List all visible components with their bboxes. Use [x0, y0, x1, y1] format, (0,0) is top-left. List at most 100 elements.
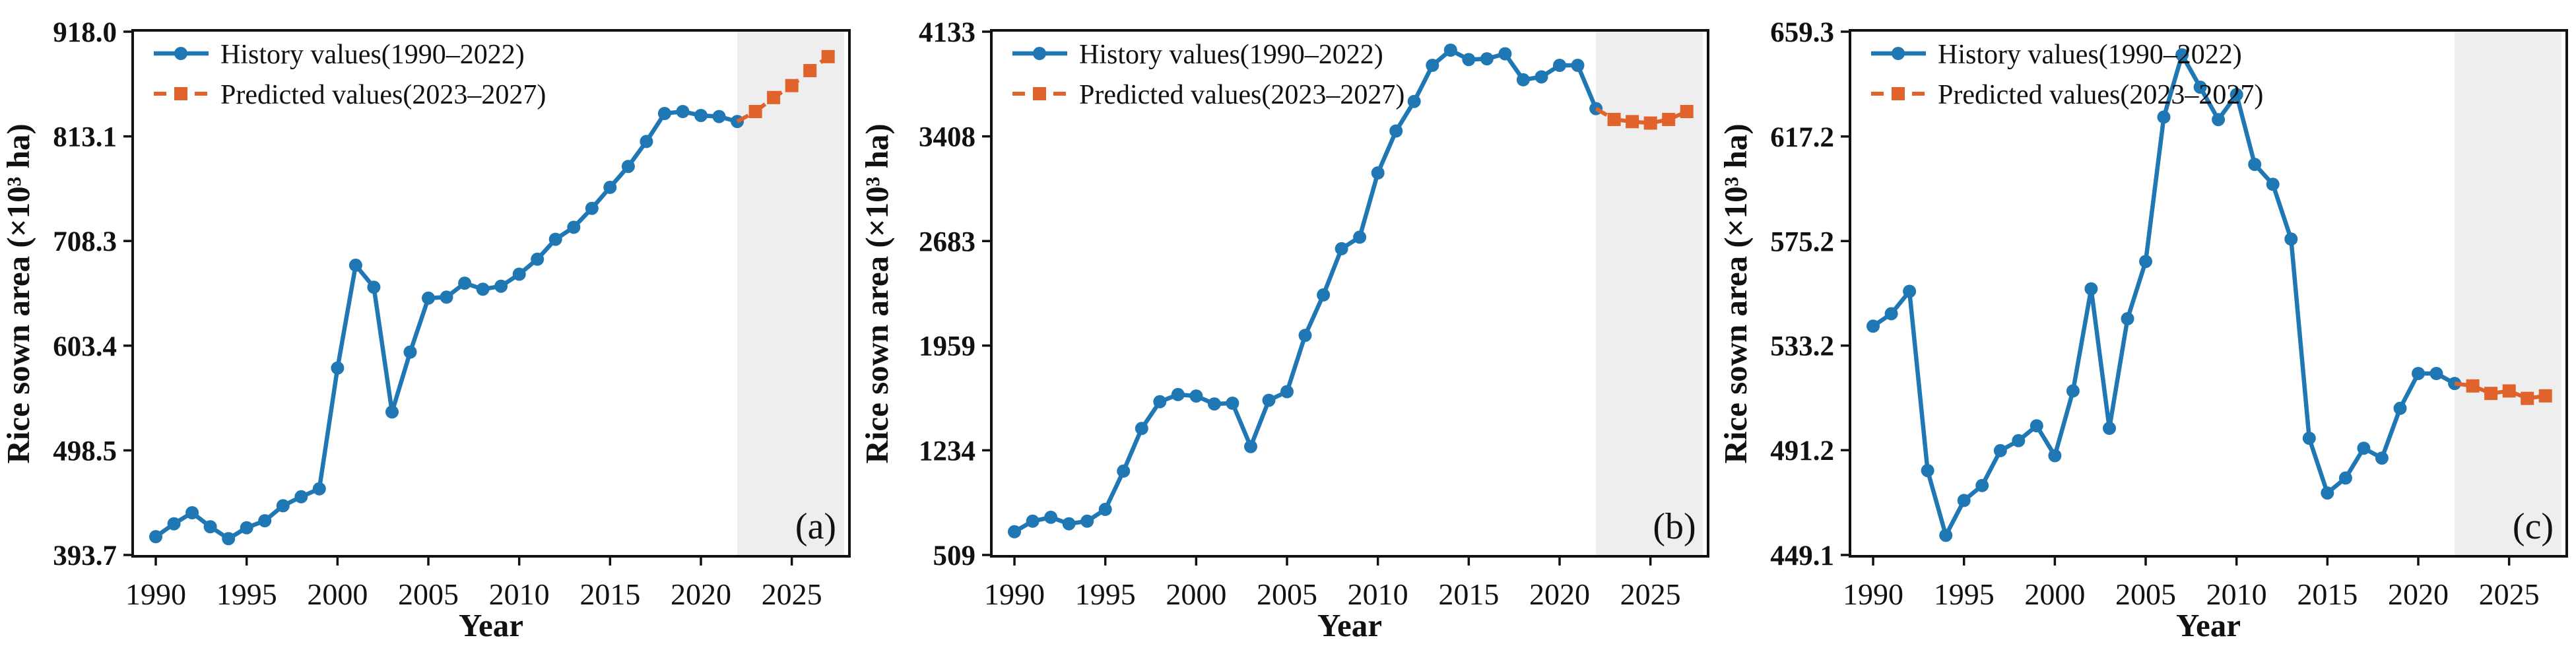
- chart-panel-b: 1990 1995 2000 2005 2010 2015 2020 2025 509 1234 1…: [859, 17, 1709, 643]
- history-marker: [403, 345, 417, 359]
- plot-frame: [990, 29, 1709, 558]
- x-tick-label: 2015: [1438, 577, 1499, 611]
- x-tick-label: 2010: [1348, 577, 1408, 611]
- history-marker: [2248, 158, 2262, 172]
- legend-label-history: History values(1990–2022): [1938, 40, 2242, 70]
- history-marker: [476, 282, 490, 296]
- history-marker: [2375, 451, 2389, 465]
- history-marker: [1189, 389, 1203, 403]
- y-tick-label: 603.4: [53, 331, 117, 362]
- history-marker: [1553, 59, 1566, 72]
- x-tick-label: 2015: [579, 577, 640, 611]
- history-marker: [1866, 319, 1880, 333]
- history-marker: [1117, 464, 1131, 478]
- predicted-marker: [2484, 387, 2498, 401]
- x-tick-label: 2020: [671, 577, 731, 611]
- legend-label-predicted: Predicted values(2023–2027): [1938, 80, 2263, 110]
- x-tick-label: 2000: [307, 577, 368, 611]
- history-marker: [1884, 307, 1898, 321]
- y-tick-label: 918.0: [53, 17, 117, 48]
- predicted-marker: [1680, 105, 1694, 118]
- y-tick-label: 813.1: [53, 122, 117, 153]
- x-axis-label: Year: [459, 607, 523, 643]
- history-marker: [2175, 48, 2189, 62]
- y-tick-label: 498.5: [53, 436, 117, 467]
- history-marker: [1062, 517, 1076, 531]
- predicted-marker: [1626, 115, 1639, 129]
- history-marker: [1317, 288, 1331, 302]
- history-marker: [2284, 232, 2298, 246]
- history-marker: [1153, 395, 1167, 408]
- history-marker: [2338, 471, 2352, 485]
- history-marker: [2412, 367, 2425, 380]
- x-tick-label: 1995: [216, 577, 277, 611]
- x-tick-label: 1990: [1843, 577, 1903, 611]
- x-tick-label: 2010: [2206, 577, 2267, 611]
- forecast-shaded-region: [737, 32, 844, 555]
- history-line: [153, 109, 740, 541]
- history-marker: [1226, 397, 1239, 410]
- history-marker: [1335, 242, 1348, 255]
- history-marker: [2193, 81, 2207, 94]
- x-tick-label: 2010: [489, 577, 550, 611]
- history-marker: [2266, 178, 2280, 191]
- y-tick-label: 1234: [919, 436, 975, 467]
- y-tick-label: 708.3: [53, 226, 117, 257]
- panel-label: (b): [1653, 506, 1696, 547]
- y-tick-label: 449.1: [1770, 540, 1834, 571]
- history-marker: [1280, 385, 1294, 399]
- panel-label: (c): [2513, 506, 2554, 547]
- x-tick-label: 2025: [2479, 577, 2540, 611]
- x-axis-label: Year: [2176, 607, 2241, 643]
- panel-label: (a): [795, 506, 836, 547]
- history-marker: [440, 290, 453, 304]
- x-tick-label: 2020: [2388, 577, 2449, 611]
- chart-panel-a: 1990 1995 2000 2005 2010 2015 2020 2025 393.7 498…: [0, 17, 851, 643]
- history-marker: [422, 291, 435, 305]
- plot-layer: 1990 1995 2000 2005 2010 2015 2020 2025 449.1 491…: [1770, 17, 2568, 611]
- history-marker: [1407, 94, 1421, 108]
- predicted-line: [1595, 107, 1688, 125]
- history-marker: [1171, 387, 1185, 401]
- history-marker: [676, 105, 690, 118]
- history-marker: [185, 506, 199, 519]
- history-marker: [2048, 449, 2062, 463]
- history-marker: [1026, 514, 1040, 528]
- predicted-marker: [2502, 384, 2516, 398]
- history-marker: [1426, 59, 1439, 72]
- history-marker: [2030, 419, 2043, 433]
- y-tick-label: 393.7: [53, 540, 117, 571]
- history-marker: [1903, 284, 1917, 298]
- history-marker: [640, 135, 653, 148]
- history-marker: [1993, 443, 2007, 457]
- y-tick-label: 491.2: [1770, 436, 1834, 467]
- predicted-marker: [2466, 379, 2480, 393]
- predicted-marker: [2521, 391, 2534, 405]
- history-marker: [2012, 434, 2026, 447]
- history-marker: [331, 361, 345, 375]
- history-marker: [512, 267, 526, 281]
- predicted-marker: [821, 49, 835, 63]
- legend-sample-predicted-marker-icon: [1892, 87, 1905, 100]
- history-marker: [258, 514, 272, 528]
- x-tick-label: 1990: [984, 577, 1045, 611]
- legend-label-predicted: Predicted values(2023–2027): [220, 80, 546, 110]
- plot-layer: 1990 1995 2000 2005 2010 2015 2020 2025 509 1234 1…: [919, 17, 1709, 611]
- history-marker: [603, 180, 617, 194]
- history-marker: [203, 520, 217, 534]
- history-marker: [567, 220, 581, 234]
- history-marker: [1957, 494, 1971, 507]
- predicted-marker: [2538, 389, 2552, 403]
- history-marker: [2139, 255, 2152, 269]
- x-tick-label: 2000: [1166, 577, 1226, 611]
- history-marker: [1044, 510, 1058, 524]
- y-tick-label: 1959: [919, 331, 975, 362]
- history-marker: [1535, 70, 1548, 84]
- history-marker: [2157, 110, 2171, 124]
- y-tick-label: 617.2: [1770, 122, 1834, 153]
- history-marker: [585, 201, 599, 215]
- y-axis-label: Rice sown area (×10³ ha): [859, 123, 895, 463]
- history-marker: [2357, 441, 2371, 455]
- history-marker: [149, 530, 162, 544]
- y-tick-label: 575.2: [1770, 226, 1834, 257]
